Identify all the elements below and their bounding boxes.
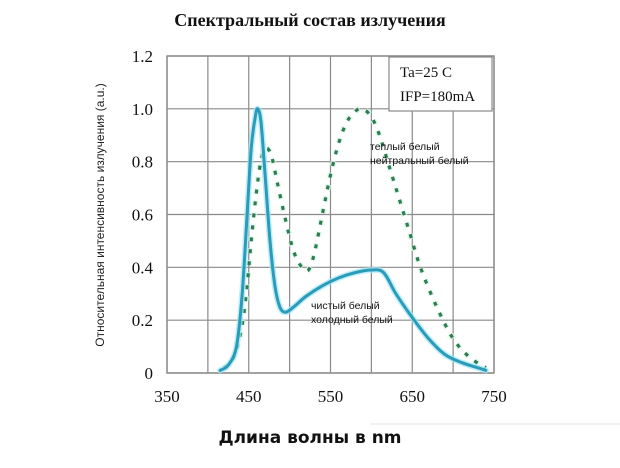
y-tick-label: 0.2 <box>132 311 153 330</box>
series-glow <box>217 105 489 374</box>
x-tick-label: 650 <box>400 387 426 406</box>
x-axis-label: Длина волны в nm <box>218 428 402 448</box>
annotation-warm-white: теплый белый <box>370 141 440 153</box>
y-tick-label: 0.4 <box>132 258 154 277</box>
x-tick-label: 450 <box>236 387 262 406</box>
y-tick-label: 1.0 <box>132 100 153 119</box>
condition-current: IFP=180mA <box>400 89 475 105</box>
plot-frame <box>166 55 495 374</box>
chart-title: Спектральный состав излучения <box>174 10 446 30</box>
series-line-cool-white <box>218 107 488 372</box>
y-tick-label: 1.2 <box>132 47 153 66</box>
x-tick-label: 750 <box>481 387 507 406</box>
x-tick-label: 350 <box>154 387 180 406</box>
condition-temperature: Ta=25 C <box>400 65 452 81</box>
data-series <box>217 105 489 374</box>
y-tick-label: 0 <box>145 364 154 383</box>
divider <box>370 423 620 425</box>
conditions-box: Ta=25 C IFP=180mA <box>388 56 493 112</box>
x-tick-label: 550 <box>318 387 344 406</box>
y-tick-label: 0.8 <box>132 153 153 172</box>
y-tick-label: 0.6 <box>132 206 153 225</box>
annotation-cool-white: холодный белый <box>311 314 393 326</box>
y-tick-labels: 0 0.2 0.4 0.6 0.8 1.0 1.2 <box>132 47 154 383</box>
annotation-neutral-white: нейтральный белый <box>370 155 469 167</box>
annotation-pure-white: чистый белый <box>311 300 380 312</box>
x-tick-labels: 350 450 550 650 750 <box>154 387 507 406</box>
grid <box>166 55 495 374</box>
annotations: теплый белый нейтральный белый чистый бе… <box>311 141 469 326</box>
